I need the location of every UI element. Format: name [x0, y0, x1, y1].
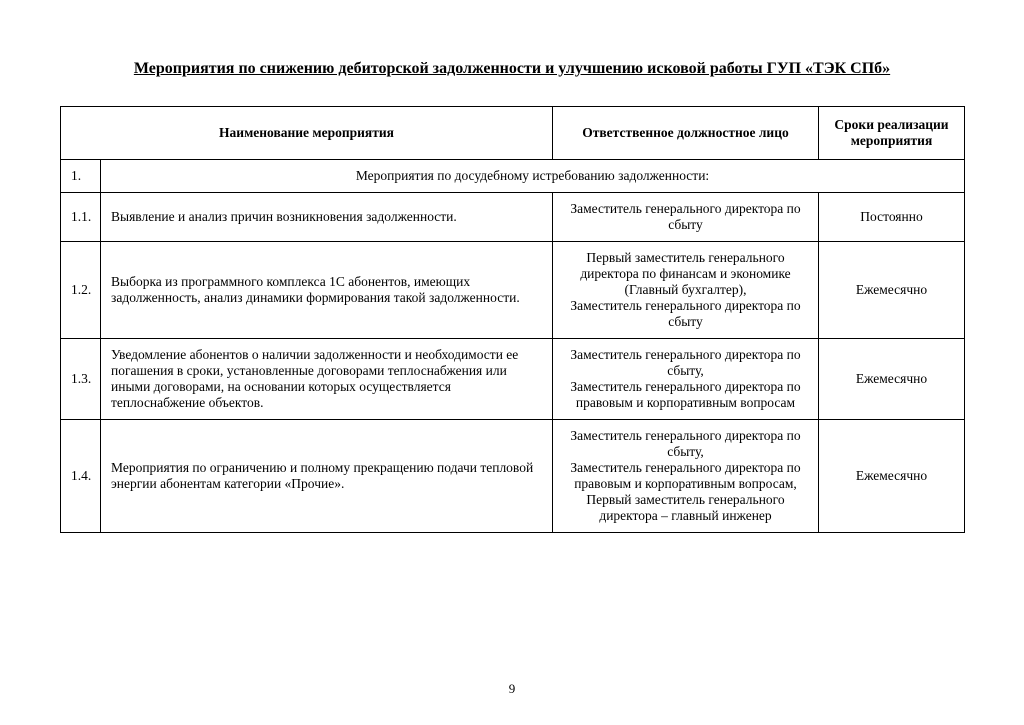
row-name: Выявление и анализ причин возникновения … [101, 193, 553, 242]
row-num: 1.1. [61, 193, 101, 242]
row-term: Ежемесячно [819, 420, 965, 533]
header-term: Сроки реализации мероприятия [819, 107, 965, 160]
table-row: 1.3. Уведомление абонентов о наличии зад… [61, 339, 965, 420]
table-header-row: Наименование мероприятия Ответственное д… [61, 107, 965, 160]
table-row: 1.2. Выборка из программного комплекса 1… [61, 242, 965, 339]
row-num: 1.2. [61, 242, 101, 339]
row-name: Мероприятия по ограничению и полному пре… [101, 420, 553, 533]
row-term: Ежемесячно [819, 242, 965, 339]
row-responsible: Заместитель генерального директора по сб… [553, 193, 819, 242]
row-responsible: Заместитель генерального директора по сб… [553, 339, 819, 420]
row-num: 1.3. [61, 339, 101, 420]
section-label: Мероприятия по досудебному истребованию … [101, 160, 965, 193]
row-responsible: Первый заместитель генерального директор… [553, 242, 819, 339]
row-term: Ежемесячно [819, 339, 965, 420]
header-responsible: Ответственное должностное лицо [553, 107, 819, 160]
row-name: Уведомление абонентов о наличии задолжен… [101, 339, 553, 420]
table-row: 1.4. Мероприятия по ограничению и полном… [61, 420, 965, 533]
page-title: Мероприятия по снижению дебиторской задо… [60, 60, 964, 78]
section-row: 1. Мероприятия по досудебному истребован… [61, 160, 965, 193]
row-num: 1.4. [61, 420, 101, 533]
row-term: Постоянно [819, 193, 965, 242]
row-responsible: Заместитель генерального директора по сб… [553, 420, 819, 533]
measures-table: Наименование мероприятия Ответственное д… [60, 106, 965, 533]
row-name: Выборка из программного комплекса 1С або… [101, 242, 553, 339]
header-name: Наименование мероприятия [61, 107, 553, 160]
table-row: 1.1. Выявление и анализ причин возникнов… [61, 193, 965, 242]
page-number: 9 [0, 681, 1024, 697]
section-num: 1. [61, 160, 101, 193]
